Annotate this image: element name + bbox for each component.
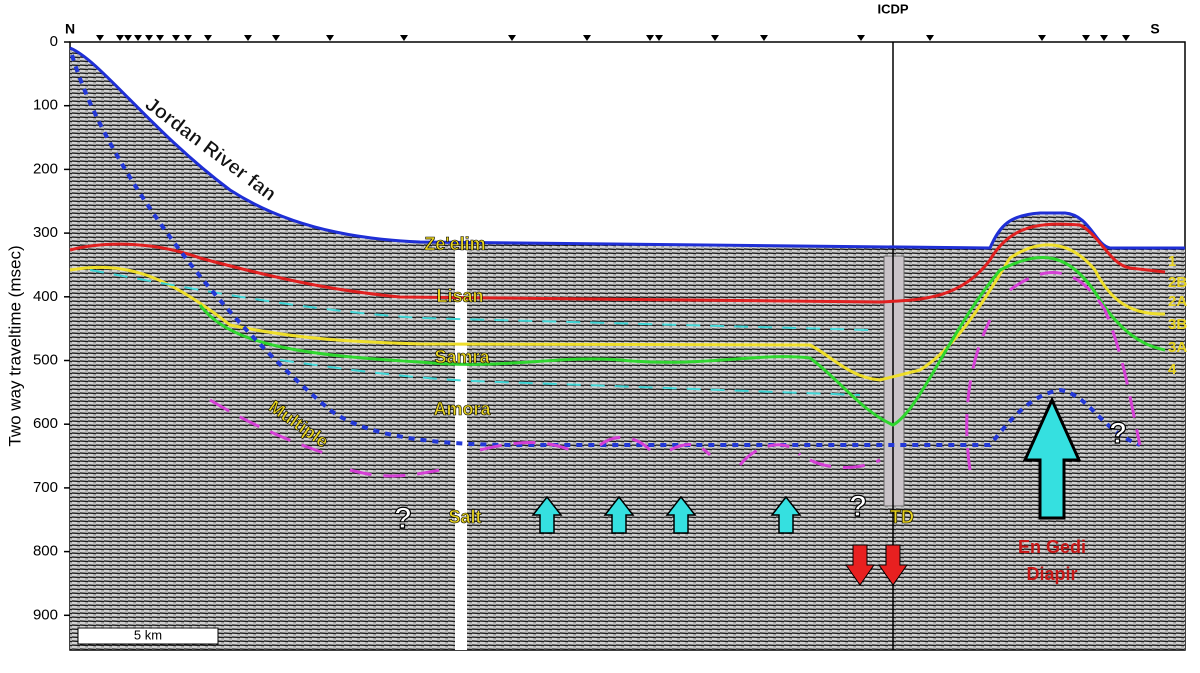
horizon-key: 2A: [1168, 293, 1187, 310]
scale-bar: [77, 627, 219, 645]
y-tick-label: 600: [33, 415, 58, 432]
question-mark: ?: [849, 490, 867, 523]
horizon-key: 1: [1168, 253, 1176, 270]
salt-label: Salt: [448, 507, 481, 527]
y-tick-label: 300: [33, 224, 58, 241]
td-label: TD: [890, 507, 914, 527]
y-tick-label: 900: [33, 606, 58, 623]
north-label: N: [65, 21, 75, 37]
horizon-key: 4: [1168, 361, 1177, 378]
horizon-3b: [279, 359, 861, 396]
horizon-2a: [89, 269, 871, 331]
amora-label: Amora: [433, 399, 491, 419]
seafloor: [69, 46, 1185, 250]
salt-top: [209, 271, 1142, 478]
shot-markers: [96, 35, 1130, 41]
question-mark: ?: [394, 502, 412, 535]
y-tick-label: 200: [33, 160, 58, 177]
horizon-key: 3B: [1168, 316, 1187, 333]
y-tick-label: 500: [33, 351, 58, 368]
horizons: [69, 46, 1185, 478]
subsidence-arrows: [845, 544, 908, 586]
y-tick-label: 700: [33, 479, 58, 496]
uplift-arrows: [531, 396, 1082, 534]
question-mark: ?: [1109, 417, 1127, 450]
horizon-keys: 1 2B 2A 3B 3A 4: [1168, 253, 1187, 378]
data-gap: [455, 250, 467, 650]
diapir-label: En Gedi: [1018, 537, 1086, 557]
south-label: S: [1150, 21, 1159, 37]
horizon-amora: [198, 256, 1166, 427]
horizon-lisan: [69, 222, 1166, 304]
borehole-log: [883, 255, 905, 507]
y-tick-label: 800: [33, 543, 58, 560]
horizon-key: 2B: [1168, 274, 1187, 291]
samra-label: Samra: [434, 347, 490, 367]
zeelim-label: Ze'elim: [424, 234, 485, 254]
diapir-label: Diapir: [1026, 564, 1077, 584]
horizon-samra: [69, 243, 1166, 382]
borehole-label: ICDP: [877, 1, 908, 16]
axis-ticks: 0 100 200 300 400 500 600 700 800 900: [33, 33, 70, 623]
scale-bar-label: 5 km: [134, 627, 162, 642]
y-tick-label: 0: [50, 33, 58, 50]
y-tick-label: 100: [33, 97, 58, 114]
seismic-section: [70, 48, 1185, 650]
lisan-label: Lisan: [436, 286, 483, 306]
horizon-key: 3A: [1168, 339, 1187, 356]
y-tick-label: 400: [33, 288, 58, 305]
y-axis-label: Two way traveltime (msec): [5, 245, 24, 446]
